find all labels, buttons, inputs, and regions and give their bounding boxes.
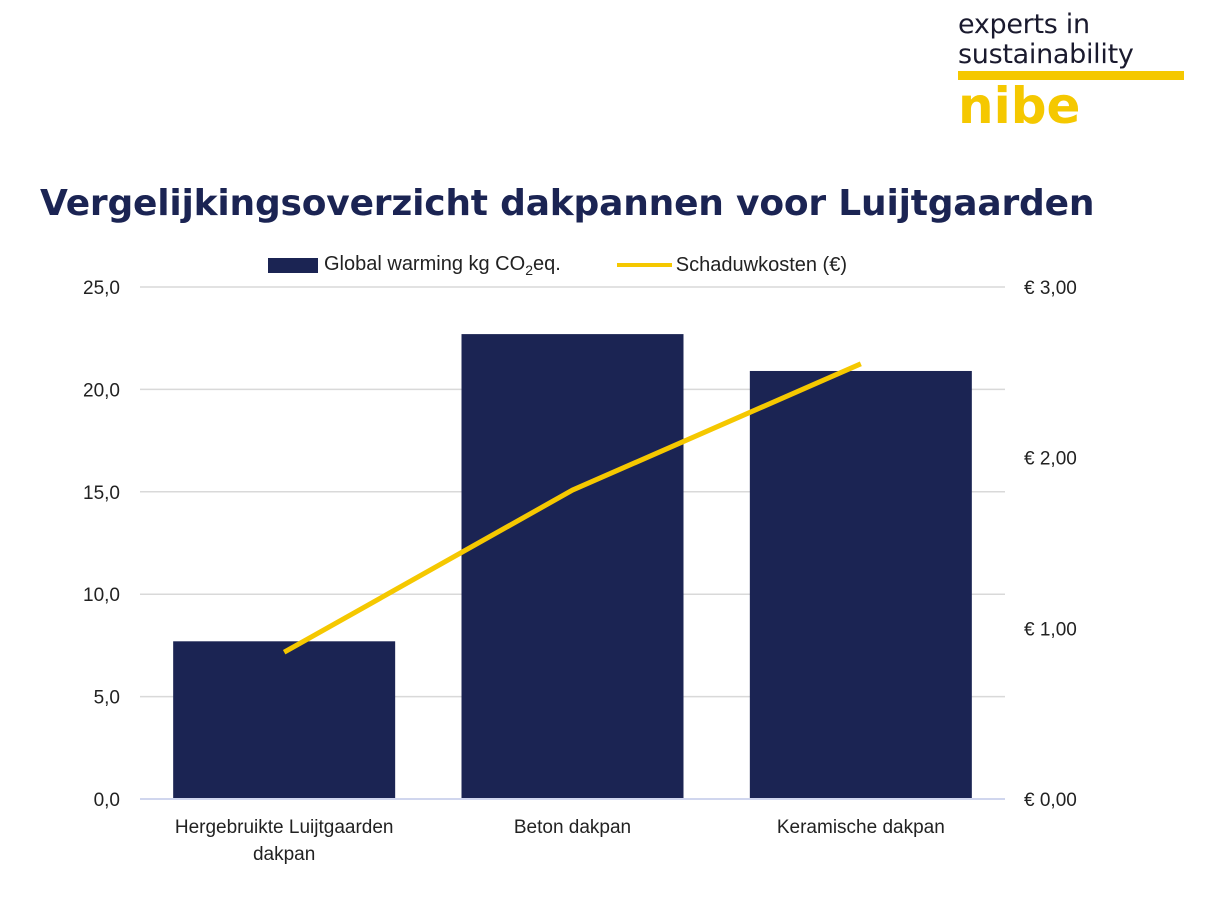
y-left-tick-label: 15,0	[83, 483, 120, 504]
bar	[461, 334, 684, 799]
logo-tagline-line1: experts in	[958, 9, 1090, 40]
legend-label-schaduwkosten: Schaduwkosten (€)	[675, 253, 847, 276]
legend-line-swatch	[616, 263, 672, 267]
bar	[749, 370, 972, 799]
y-left-tick-label: 25,0	[83, 278, 120, 299]
y-right-tick-label: € 2,00	[1024, 449, 1077, 470]
legend-item-schaduwkosten: Schaduwkosten (€)	[561, 254, 847, 277]
y-right-tick-label: € 1,00	[1024, 619, 1077, 640]
legend-bar-swatch	[268, 257, 318, 273]
logo-underline	[958, 71, 1184, 80]
category-label: Keramische dakpan	[777, 817, 945, 838]
y-left-tick-label: 10,0	[83, 585, 120, 606]
page-title: Vergelijkingsoverzicht dakpannen voor Lu…	[40, 183, 1095, 224]
logo-brand: nibe	[958, 77, 1081, 135]
bar	[173, 641, 396, 799]
category-label: Beton dakpan	[514, 817, 631, 838]
schaduwkosten-line	[282, 361, 862, 655]
y-right-tick-label: € 3,00	[1024, 278, 1077, 299]
nibe-logo: experts in sustainability nibe	[958, 10, 1190, 132]
logo-tagline-line2: sustainability	[958, 39, 1134, 70]
chart-legend: Global warming kg CO2eq. Schaduwkosten (…	[268, 252, 847, 278]
category-label: dakpan	[253, 844, 315, 865]
y-left-tick-label: 0,0	[94, 790, 120, 811]
category-label: Hergebruikte Luijtgaarden	[175, 817, 394, 838]
legend-label-global-warming: Global warming kg CO2eq.	[324, 252, 561, 278]
legend-item-global-warming: Global warming kg CO2eq.	[268, 253, 561, 278]
y-left-tick-label: 5,0	[94, 688, 120, 709]
y-left-tick-label: 20,0	[83, 380, 120, 401]
y-right-tick-label: € 0,00	[1024, 790, 1077, 811]
